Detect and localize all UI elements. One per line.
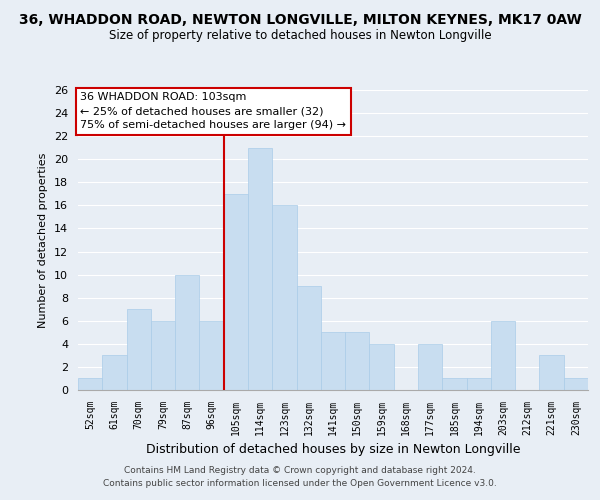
Bar [564,378,588,390]
Bar [296,286,321,390]
X-axis label: Distribution of detached houses by size in Newton Longville: Distribution of detached houses by size … [146,444,520,456]
Y-axis label: Number of detached properties: Number of detached properties [38,152,49,328]
Bar [151,321,175,390]
Text: Size of property relative to detached houses in Newton Longville: Size of property relative to detached ho… [109,29,491,42]
Text: 36, WHADDON ROAD, NEWTON LONGVILLE, MILTON KEYNES, MK17 0AW: 36, WHADDON ROAD, NEWTON LONGVILLE, MILT… [19,12,581,26]
Bar [370,344,394,390]
Bar [418,344,442,390]
Text: 36 WHADDON ROAD: 103sqm
← 25% of detached houses are smaller (32)
75% of semi-de: 36 WHADDON ROAD: 103sqm ← 25% of detache… [80,92,346,130]
Bar [102,356,127,390]
Bar [127,309,151,390]
Bar [467,378,491,390]
Text: Contains HM Land Registry data © Crown copyright and database right 2024.
Contai: Contains HM Land Registry data © Crown c… [103,466,497,487]
Bar [345,332,370,390]
Bar [539,356,564,390]
Bar [199,321,224,390]
Bar [272,206,296,390]
Bar [321,332,345,390]
Bar [224,194,248,390]
Bar [78,378,102,390]
Bar [175,274,199,390]
Bar [491,321,515,390]
Bar [442,378,467,390]
Bar [248,148,272,390]
